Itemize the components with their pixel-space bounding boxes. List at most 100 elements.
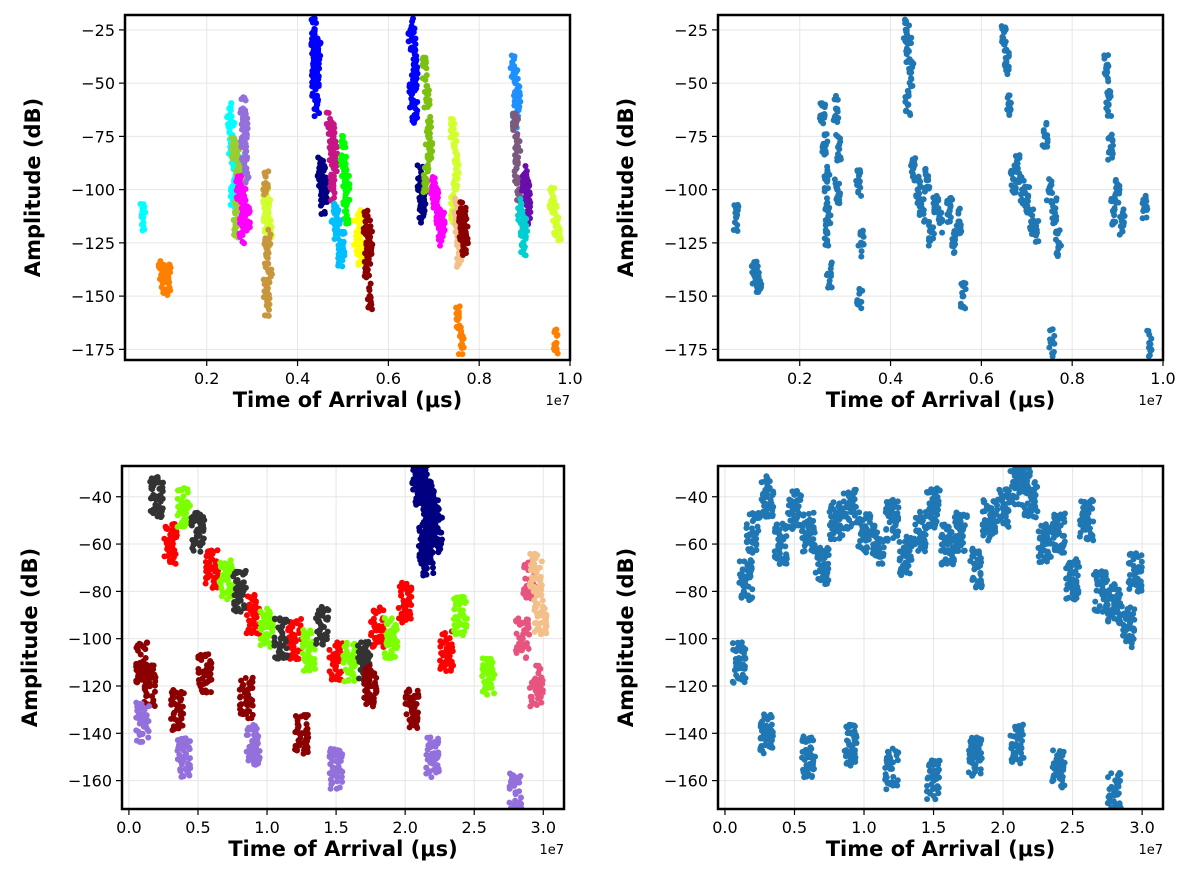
data-point bbox=[855, 189, 862, 196]
data-point bbox=[202, 580, 209, 587]
data-point bbox=[1002, 60, 1009, 67]
data-point bbox=[334, 218, 341, 225]
data-point bbox=[237, 706, 244, 713]
data-point bbox=[194, 540, 201, 547]
data-point bbox=[140, 201, 147, 208]
data-point bbox=[152, 682, 159, 689]
data-point bbox=[364, 649, 371, 656]
data-point bbox=[223, 572, 230, 579]
data-point bbox=[139, 738, 146, 745]
data-point bbox=[1108, 198, 1115, 205]
data-point bbox=[519, 232, 526, 239]
data-point bbox=[406, 593, 413, 600]
y-tick-label: −100 bbox=[71, 181, 115, 200]
data-point bbox=[246, 208, 253, 215]
data-point bbox=[307, 654, 314, 661]
data-point bbox=[440, 652, 447, 659]
data-point bbox=[418, 560, 425, 567]
data-point bbox=[282, 638, 289, 645]
x-tick-label: 1.0 bbox=[1150, 369, 1175, 388]
data-point bbox=[340, 240, 347, 247]
data-point bbox=[271, 634, 278, 641]
data-point bbox=[407, 611, 414, 618]
data-point bbox=[918, 204, 925, 211]
data-point bbox=[454, 153, 461, 160]
data-point bbox=[265, 168, 272, 175]
data-point bbox=[909, 82, 916, 89]
data-point bbox=[902, 26, 909, 33]
data-point bbox=[263, 251, 270, 258]
data-point bbox=[208, 547, 215, 554]
y-tick-label: −75 bbox=[674, 127, 708, 146]
data-point bbox=[420, 450, 426, 456]
data-point bbox=[343, 197, 350, 204]
data-point bbox=[258, 626, 265, 633]
data-point bbox=[141, 706, 148, 713]
data-point bbox=[551, 347, 558, 354]
data-point bbox=[261, 620, 268, 627]
data-point bbox=[938, 209, 945, 216]
data-point bbox=[356, 237, 363, 244]
data-point bbox=[426, 742, 433, 749]
data-point bbox=[1025, 192, 1032, 199]
data-point bbox=[424, 545, 431, 552]
data-point bbox=[279, 632, 286, 639]
data-point bbox=[1022, 202, 1029, 209]
data-point bbox=[419, 75, 426, 82]
marker-group bbox=[730, 16, 1155, 360]
data-point bbox=[145, 734, 152, 741]
data-point bbox=[143, 716, 150, 723]
data-point bbox=[420, 450, 426, 456]
data-point bbox=[177, 506, 184, 513]
data-point bbox=[399, 579, 406, 586]
data-point bbox=[169, 539, 176, 546]
data-point bbox=[146, 703, 153, 710]
data-point bbox=[1120, 221, 1127, 228]
data-point bbox=[228, 562, 235, 569]
data-point bbox=[516, 138, 523, 145]
data-point bbox=[174, 523, 181, 530]
data-point bbox=[420, 172, 427, 179]
data-point bbox=[908, 34, 915, 41]
data-point bbox=[303, 630, 310, 637]
data-point bbox=[330, 157, 337, 164]
data-point bbox=[1105, 78, 1112, 85]
data-point bbox=[836, 200, 843, 207]
data-point bbox=[245, 724, 252, 731]
data-point bbox=[355, 215, 362, 222]
data-point bbox=[950, 243, 957, 250]
data-point bbox=[1043, 121, 1050, 128]
data-point bbox=[245, 715, 252, 722]
data-point bbox=[354, 642, 361, 649]
data-point bbox=[1053, 195, 1060, 202]
data-point bbox=[1113, 185, 1120, 192]
data-point bbox=[1110, 209, 1117, 216]
data-point bbox=[424, 166, 431, 173]
data-point bbox=[527, 209, 534, 216]
data-point bbox=[283, 645, 290, 652]
x-tick-label: 0.8 bbox=[1059, 369, 1084, 388]
data-point bbox=[946, 212, 953, 219]
data-point bbox=[242, 699, 249, 706]
data-point bbox=[262, 189, 269, 196]
data-point bbox=[326, 646, 333, 653]
data-point bbox=[246, 743, 253, 750]
data-point bbox=[327, 776, 334, 783]
data-point bbox=[318, 171, 325, 178]
data-point bbox=[250, 618, 257, 625]
data-point bbox=[514, 115, 521, 122]
data-point bbox=[415, 693, 422, 700]
data-point bbox=[300, 750, 307, 757]
data-point bbox=[517, 195, 524, 202]
data-point bbox=[312, 665, 319, 672]
data-point bbox=[323, 194, 330, 201]
data-point bbox=[224, 596, 231, 603]
data-point bbox=[437, 242, 444, 249]
data-point bbox=[1147, 347, 1154, 354]
data-point bbox=[356, 230, 363, 237]
data-point bbox=[164, 267, 171, 274]
data-point bbox=[263, 289, 270, 296]
data-point bbox=[337, 758, 344, 765]
data-point bbox=[946, 200, 953, 207]
data-point bbox=[304, 731, 311, 738]
